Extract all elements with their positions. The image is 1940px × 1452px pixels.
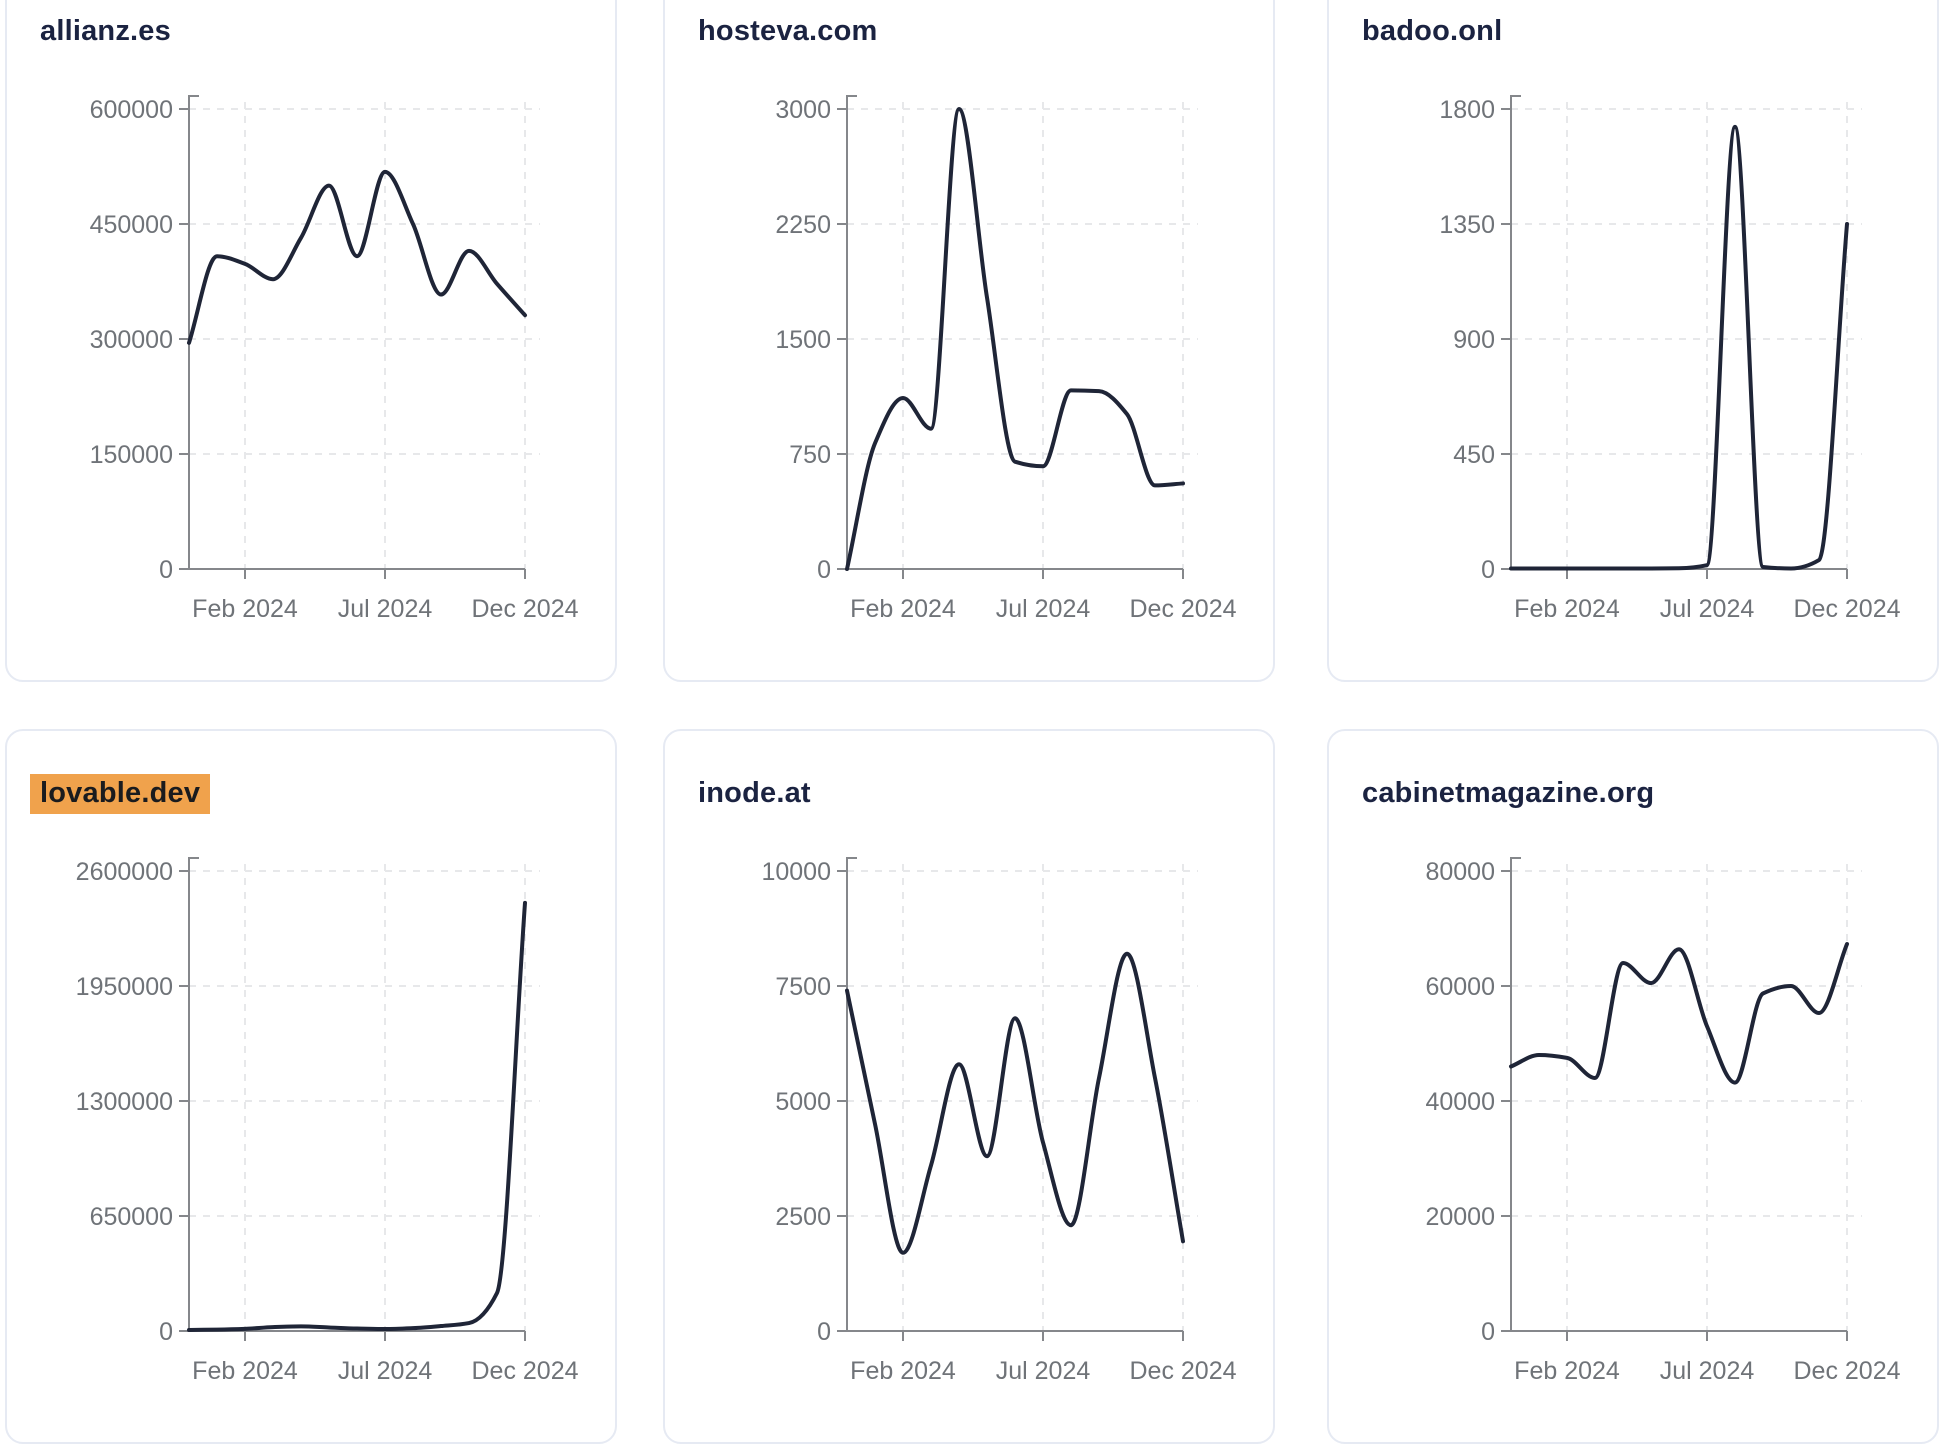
- svg-text:Jul 2024: Jul 2024: [338, 1357, 433, 1385]
- svg-text:0: 0: [1481, 1318, 1495, 1346]
- svg-text:900: 900: [1453, 326, 1495, 354]
- traffic-line-chart: 0 20000 40000 60000 80000 Feb 2024 Jul 2024 Dec…: [1425, 857, 1901, 1385]
- svg-text:600000: 600000: [90, 96, 173, 124]
- svg-text:80000: 80000: [1425, 858, 1495, 886]
- domain-chart-card: lovable.dev 0 650000 1300000 1950000 2600000…: [5, 729, 617, 1444]
- domain-title: allianz.es: [40, 15, 171, 47]
- svg-text:Feb 2024: Feb 2024: [192, 595, 298, 623]
- svg-text:1800: 1800: [1439, 96, 1495, 124]
- svg-text:Dec 2024: Dec 2024: [471, 595, 578, 623]
- domain-chart-card: inode.at 0 2500 5000 7500 10000 Feb 2024 Jul 2…: [663, 729, 1275, 1444]
- svg-text:60000: 60000: [1425, 973, 1495, 1001]
- svg-text:2250: 2250: [775, 211, 831, 239]
- svg-text:Dec 2024: Dec 2024: [471, 1357, 578, 1385]
- svg-text:650000: 650000: [90, 1203, 173, 1231]
- svg-text:3000: 3000: [775, 96, 831, 124]
- svg-text:150000: 150000: [90, 441, 173, 469]
- svg-text:1350: 1350: [1439, 211, 1495, 239]
- traffic-line-chart: 0 750 1500 2250 3000 Feb 2024 Jul 2024 Dec 2024: [775, 95, 1237, 623]
- domain-chart-card: hosteva.com 0 750 1500 2250 3000 Feb 2024 Jul …: [663, 0, 1275, 682]
- svg-text:750: 750: [789, 441, 831, 469]
- svg-text:7500: 7500: [775, 973, 831, 1001]
- card-title-row: badoo.onl: [1362, 15, 1502, 48]
- svg-text:Jul 2024: Jul 2024: [338, 595, 433, 623]
- svg-text:0: 0: [817, 1318, 831, 1346]
- svg-text:40000: 40000: [1425, 1088, 1495, 1116]
- card-title-row: inode.at: [698, 777, 811, 810]
- svg-text:0: 0: [159, 1318, 173, 1346]
- svg-text:2600000: 2600000: [76, 858, 173, 886]
- traffic-line-chart: 0 650000 1300000 1950000 2600000 Feb 2024 Jul …: [76, 857, 579, 1385]
- traffic-line-chart: 0 2500 5000 7500 10000 Feb 2024 Jul 2024 Dec 20…: [761, 857, 1237, 1385]
- svg-text:1500: 1500: [775, 326, 831, 354]
- traffic-line-chart: 0 450 900 1350 1800 Feb 2024 Jul 2024 Dec 2024: [1439, 95, 1901, 623]
- svg-text:Dec 2024: Dec 2024: [1793, 1357, 1900, 1385]
- svg-text:10000: 10000: [761, 858, 831, 886]
- domain-title: cabinetmagazine.org: [1362, 777, 1655, 809]
- domain-chart-card: allianz.es 0 150000 300000 450000 600000 Feb …: [5, 0, 617, 682]
- domain-title: inode.at: [698, 777, 811, 809]
- domain-chart-card: badoo.onl 0 450 900 1350 1800 Feb 2024 Jul 202…: [1327, 0, 1939, 682]
- svg-text:Feb 2024: Feb 2024: [1514, 595, 1620, 623]
- domain-title: hosteva.com: [698, 15, 878, 47]
- svg-text:450000: 450000: [90, 211, 173, 239]
- svg-text:5000: 5000: [775, 1088, 831, 1116]
- svg-text:1950000: 1950000: [76, 973, 173, 1001]
- svg-text:Feb 2024: Feb 2024: [1514, 1357, 1620, 1385]
- card-title-row: lovable.dev: [30, 774, 211, 814]
- domain-title: lovable.dev: [30, 774, 211, 814]
- svg-text:1300000: 1300000: [76, 1088, 173, 1116]
- traffic-line-chart: 0 150000 300000 450000 600000 Feb 2024 Jul 202…: [90, 95, 579, 623]
- svg-text:Jul 2024: Jul 2024: [996, 595, 1091, 623]
- card-title-row: cabinetmagazine.org: [1362, 777, 1654, 810]
- svg-text:300000: 300000: [90, 326, 173, 354]
- svg-text:Dec 2024: Dec 2024: [1793, 595, 1900, 623]
- domain-title: badoo.onl: [1362, 15, 1503, 47]
- svg-text:450: 450: [1453, 441, 1495, 469]
- svg-text:Feb 2024: Feb 2024: [192, 1357, 298, 1385]
- svg-text:Dec 2024: Dec 2024: [1129, 595, 1236, 623]
- svg-text:0: 0: [159, 556, 173, 584]
- svg-text:0: 0: [817, 556, 831, 584]
- svg-text:Jul 2024: Jul 2024: [1660, 595, 1755, 623]
- svg-text:Feb 2024: Feb 2024: [850, 1357, 956, 1385]
- svg-text:Jul 2024: Jul 2024: [1660, 1357, 1755, 1385]
- svg-text:2500: 2500: [775, 1203, 831, 1231]
- svg-text:0: 0: [1481, 556, 1495, 584]
- svg-text:Dec 2024: Dec 2024: [1129, 1357, 1236, 1385]
- svg-text:Jul 2024: Jul 2024: [996, 1357, 1091, 1385]
- card-title-row: allianz.es: [40, 15, 171, 48]
- domain-chart-card: cabinetmagazine.org 0 20000 40000 60000 8000…: [1327, 729, 1939, 1444]
- card-title-row: hosteva.com: [698, 15, 878, 48]
- svg-text:Feb 2024: Feb 2024: [850, 595, 956, 623]
- svg-text:20000: 20000: [1425, 1203, 1495, 1231]
